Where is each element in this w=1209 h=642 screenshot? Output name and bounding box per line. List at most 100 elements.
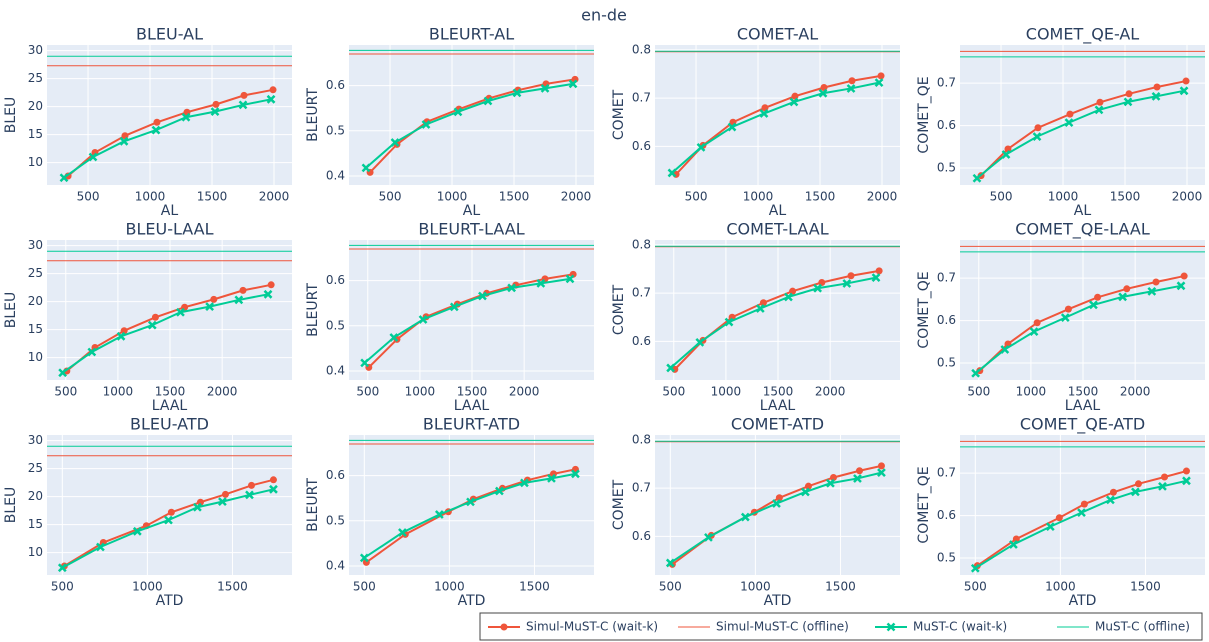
subplot-title: COMET-LAAL	[726, 220, 828, 239]
y-tick-label: 0.8	[632, 432, 651, 446]
marker-x	[666, 363, 676, 373]
marker-circle	[221, 490, 229, 498]
marker-x	[359, 553, 369, 563]
y-tick-label: 10	[28, 545, 43, 559]
marker-x	[58, 368, 68, 378]
marker-circle	[151, 313, 159, 321]
marker-x	[704, 532, 713, 542]
x-tick-label: 2000	[1120, 385, 1151, 399]
x-tick-label: 1500	[457, 385, 488, 399]
marker-x	[434, 510, 444, 519]
series-line	[62, 293, 269, 374]
y-tick-label: 0.5	[937, 551, 956, 565]
y-tick-label: 0.7	[937, 271, 956, 285]
x-tick-label: 1000	[740, 580, 771, 594]
y-tick-label: 15	[28, 517, 43, 531]
x-tick-label: 500	[379, 190, 402, 204]
x-axis-label: ATD	[1069, 593, 1097, 609]
figure-title: en-de	[581, 6, 627, 25]
x-tick-label: 500	[685, 190, 708, 204]
marker-circle	[1109, 488, 1117, 496]
x-tick-label: 500	[662, 385, 685, 399]
marker-x	[695, 337, 705, 347]
marker-circle	[120, 327, 128, 335]
marker-circle	[1180, 272, 1188, 280]
subplot-title: COMET-AL	[737, 25, 818, 44]
subplot-title: BLEURT-LAAL	[418, 220, 524, 239]
y-tick-label: 25	[28, 461, 43, 475]
marker-circle	[1182, 467, 1190, 475]
x-tick-label: 1000	[434, 580, 465, 594]
x-tick-label: 1500	[1130, 580, 1161, 594]
marker-x	[536, 278, 546, 288]
marker-x	[1045, 522, 1055, 532]
marker-x	[1182, 476, 1191, 486]
x-tick-label: 2000	[207, 385, 238, 399]
marker-circle	[848, 77, 856, 85]
marker-x	[88, 152, 98, 162]
x-tick-label: 1000	[1048, 190, 1079, 204]
series-line	[979, 275, 1185, 372]
y-tick-label: 0.6	[632, 529, 651, 543]
x-tick-label: 500	[54, 385, 77, 399]
x-tick-label: 1500	[197, 190, 228, 204]
marker-circle	[804, 482, 812, 490]
y-tick-label: 20	[28, 294, 43, 308]
marker-x	[466, 497, 475, 507]
y-tick-label: 30	[28, 238, 43, 252]
marker-x	[972, 173, 982, 183]
y-tick-label: 20	[28, 489, 43, 503]
series-line	[671, 81, 880, 174]
x-tick-label: 1500	[763, 385, 794, 399]
marker-circle	[167, 508, 175, 516]
marker-x	[218, 497, 227, 507]
marker-x	[759, 109, 769, 118]
series-line	[63, 98, 272, 179]
y-axis-label: COMET_QE	[916, 271, 932, 348]
marker-x	[449, 302, 459, 312]
marker-x	[57, 563, 67, 573]
marker-x	[421, 120, 431, 129]
marker-circle	[1094, 293, 1102, 301]
marker-x	[507, 283, 517, 293]
subplot-title: BLEU-LAAL	[125, 220, 213, 239]
marker-circle	[239, 286, 247, 294]
marker-x	[826, 478, 835, 488]
legend-label: MuST-C (offline)	[1095, 620, 1190, 634]
x-tick-label: 1500	[155, 385, 186, 399]
subplot-title: BLEU-AL	[136, 25, 203, 44]
marker-x	[389, 333, 399, 342]
marker-x	[1118, 292, 1128, 302]
x-tick-label: 1000	[1016, 385, 1047, 399]
marker-x	[1147, 286, 1157, 296]
y-axis-label: COMET_QE	[916, 76, 932, 153]
marker-x	[1158, 481, 1167, 491]
marker-x	[512, 88, 522, 98]
y-tick-label: 0.6	[326, 468, 345, 482]
marker-x	[176, 307, 185, 317]
marker-x	[1032, 132, 1042, 142]
y-axis-label: BLEU	[3, 292, 19, 329]
marker-x	[269, 484, 278, 494]
marker-x	[234, 295, 244, 305]
y-axis-label: COMET	[611, 284, 627, 335]
marker-circle	[196, 498, 204, 506]
x-axis-label: AL	[463, 203, 481, 219]
series-line	[976, 470, 1187, 567]
marker-circle	[1096, 98, 1104, 106]
marker-circle	[212, 100, 220, 108]
series-line	[369, 78, 576, 174]
subplot-title: BLEURT-ATD	[423, 415, 520, 434]
marker-circle	[1055, 514, 1063, 522]
marker-x	[210, 107, 220, 117]
marker-x	[96, 542, 105, 552]
marker-x	[1009, 540, 1018, 549]
marker-circle	[1066, 110, 1074, 118]
x-tick-label: 1500	[1110, 190, 1141, 204]
marker-x	[853, 474, 862, 483]
y-axis-label: BLEURT	[305, 88, 321, 142]
subplot-title: COMET_QE-LAAL	[1015, 220, 1150, 240]
marker-x	[361, 163, 371, 173]
y-tick-label: 0.6	[632, 139, 651, 153]
marker-x	[801, 487, 810, 497]
